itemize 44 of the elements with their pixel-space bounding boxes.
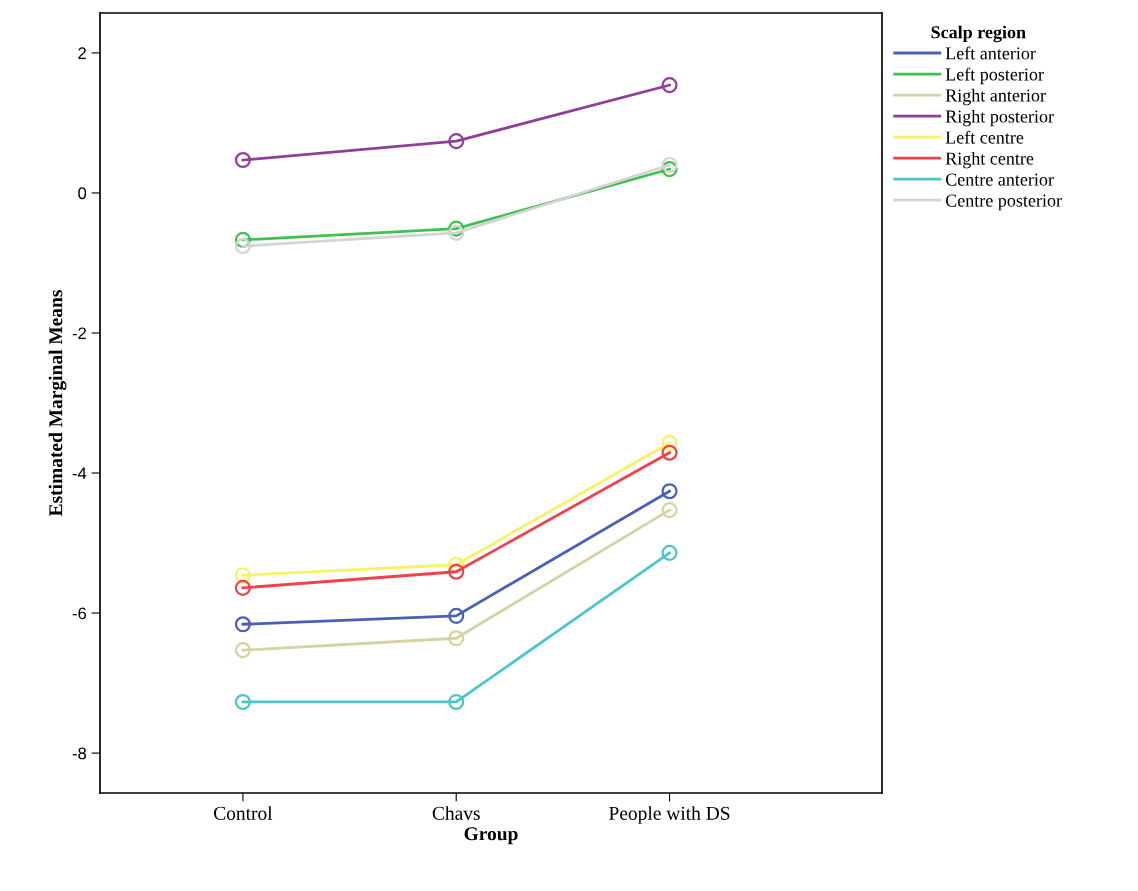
point xyxy=(234,616,251,633)
legend-label: Left centre xyxy=(945,130,1024,144)
point xyxy=(661,502,678,519)
point xyxy=(661,156,678,173)
point xyxy=(234,579,251,596)
point xyxy=(448,133,465,150)
point xyxy=(661,544,678,561)
legend-label: Right anterior xyxy=(945,88,1046,106)
y-tick-label: -8 xyxy=(72,747,87,760)
point xyxy=(661,77,678,94)
y-tick-label: -4 xyxy=(72,467,87,480)
point xyxy=(661,161,678,178)
x-tick-label: People with DS xyxy=(609,806,730,824)
legend-label: Right centre xyxy=(945,151,1034,169)
point xyxy=(234,567,251,584)
point xyxy=(448,224,465,241)
y-tick-label: 0 xyxy=(78,187,87,200)
point xyxy=(234,238,251,255)
legend-label: Centre anterior xyxy=(945,173,1054,186)
y-tick-label: -2 xyxy=(72,327,86,340)
point xyxy=(448,693,465,711)
point xyxy=(448,220,465,237)
point xyxy=(448,630,465,647)
legend-label: Right posterior xyxy=(945,109,1054,127)
point xyxy=(234,642,251,659)
point xyxy=(448,563,465,580)
point xyxy=(234,231,251,248)
legend-label: Left posterior xyxy=(945,67,1044,85)
y-axis-title: Estimated Marginal Means xyxy=(48,290,67,517)
x-axis-title: Group xyxy=(464,827,518,845)
legend-title: Scalp region xyxy=(931,25,1026,43)
point xyxy=(448,607,465,624)
x-tick-label: Control xyxy=(214,806,273,820)
point xyxy=(234,693,251,711)
legend-label: Left anterior xyxy=(945,46,1036,60)
point xyxy=(234,151,251,169)
y-tick-label: 2 xyxy=(78,47,86,59)
legend-label: Centre posterior xyxy=(945,194,1062,211)
point xyxy=(661,444,678,461)
point xyxy=(448,556,465,573)
point xyxy=(661,483,678,500)
point xyxy=(661,434,678,451)
x-tick-label: Chavs xyxy=(432,806,480,820)
y-tick-label: -6 xyxy=(72,607,87,620)
